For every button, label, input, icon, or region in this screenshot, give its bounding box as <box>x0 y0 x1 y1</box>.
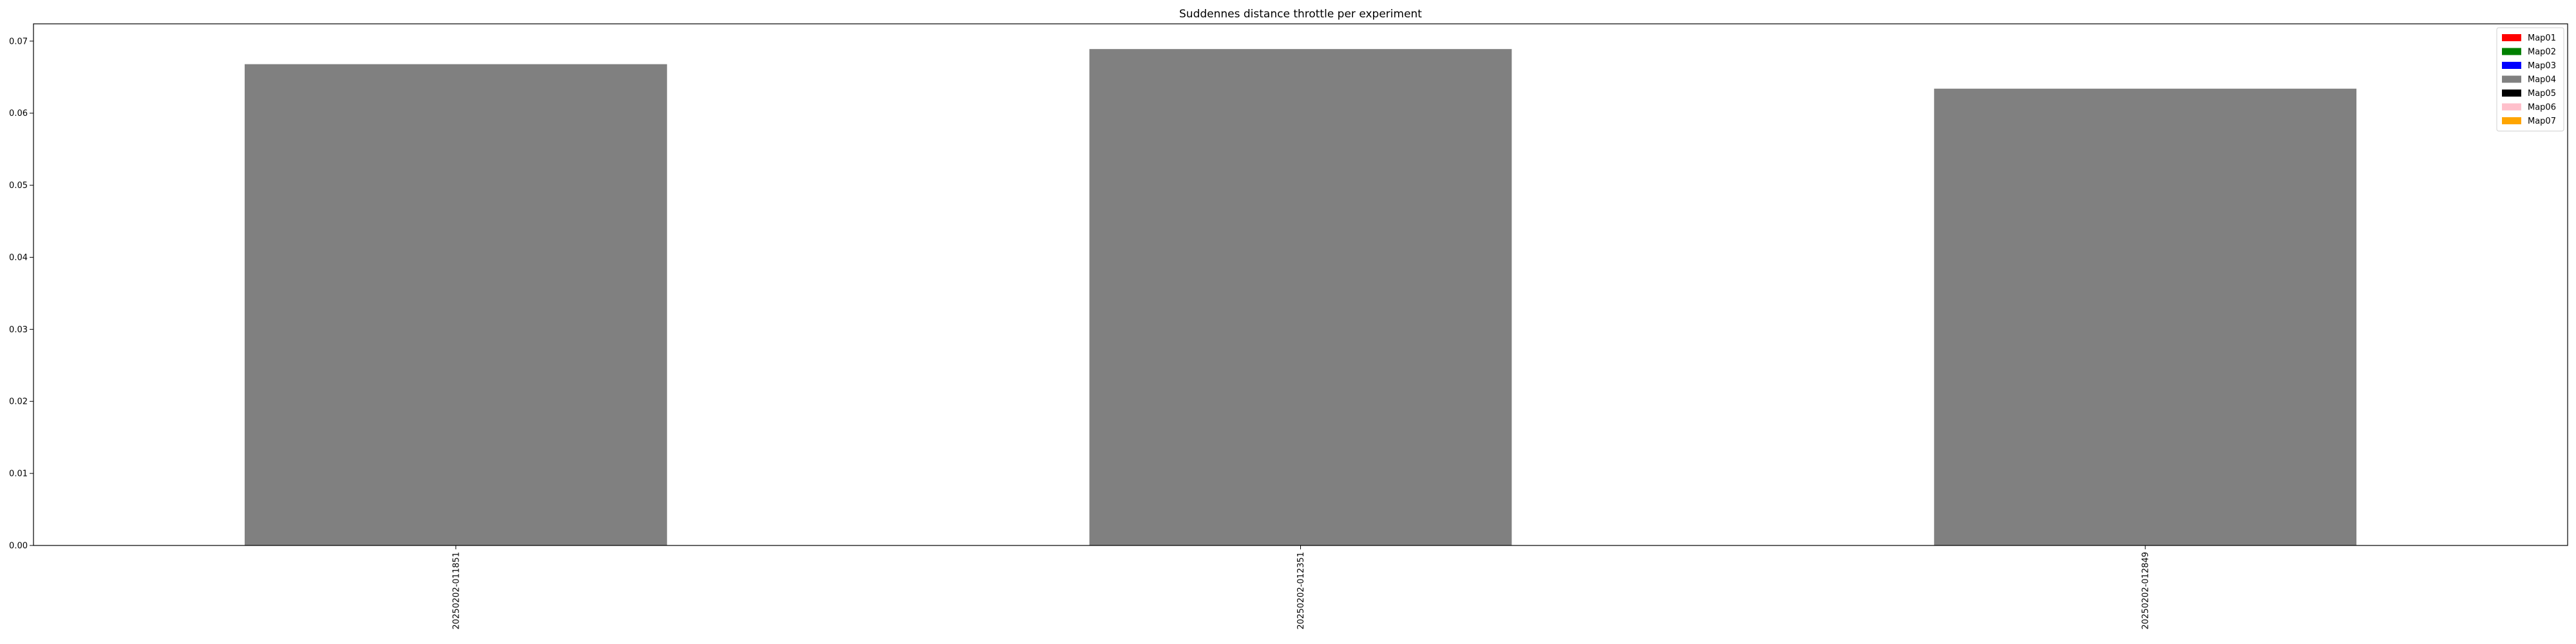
y-tick-label: 0.02 <box>9 397 28 407</box>
legend-label: Map01 <box>2528 33 2556 43</box>
x-tick-label: 20250202-012849 <box>2141 552 2151 630</box>
legend-label: Map07 <box>2528 117 2556 126</box>
legend-swatch <box>2502 48 2521 55</box>
bar-3 <box>1934 88 2357 545</box>
legend-swatch <box>2502 34 2521 41</box>
legend-label: Map04 <box>2528 75 2556 85</box>
x-axis: 20250202-011851 20250202-012351 20250202-0… <box>451 545 2151 630</box>
y-tick-label: 0.04 <box>9 253 28 263</box>
y-tick-label: 0.05 <box>9 181 28 191</box>
legend-swatch <box>2502 75 2521 83</box>
legend-label: Map06 <box>2528 103 2556 113</box>
legend-swatch <box>2502 103 2521 111</box>
legend-label: Map02 <box>2528 48 2556 57</box>
legend: Map01 Map02 Map03 Map04 Map05 Map06 Map07 <box>2496 27 2564 131</box>
y-tick-label: 0.07 <box>9 37 28 46</box>
y-tick-label: 0.03 <box>9 325 28 335</box>
chart-title: Suddennes distance throttle per experime… <box>1179 8 1422 21</box>
y-tick-label: 0.01 <box>9 469 28 479</box>
bar-1 <box>244 64 667 546</box>
plot-area <box>244 49 2357 546</box>
bar-2 <box>1089 49 1512 545</box>
legend-label: Map03 <box>2528 61 2556 71</box>
x-tick-label: 20250202-011851 <box>451 552 461 630</box>
y-axis: 0.00 0.01 0.02 0.03 0.04 0.05 0.06 0.07 <box>9 37 33 551</box>
x-tick-label: 20250202-012351 <box>1296 552 1306 630</box>
plot-frame <box>33 23 2568 546</box>
legend-label: Map05 <box>2528 89 2556 99</box>
y-tick-label: 0.00 <box>9 542 28 551</box>
y-tick-label: 0.06 <box>9 109 28 118</box>
legend-swatch <box>2502 90 2521 97</box>
legend-swatch <box>2502 117 2521 124</box>
legend-swatch <box>2502 62 2521 69</box>
